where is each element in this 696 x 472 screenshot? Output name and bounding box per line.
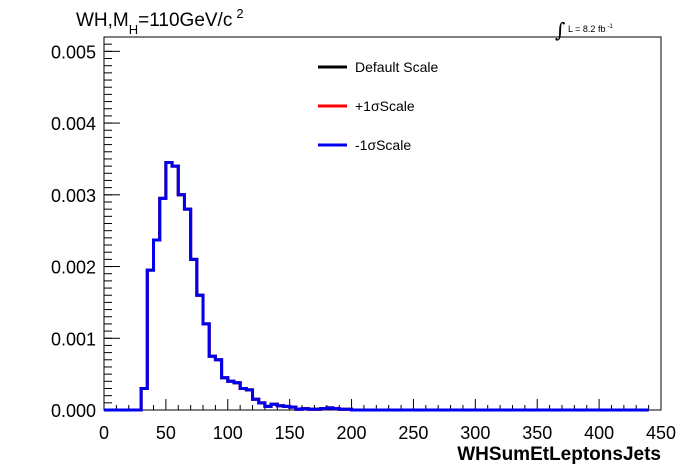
x-tick-label: 300: [460, 423, 490, 443]
lumi-label: L = 8.2 fb -1: [568, 24, 613, 34]
x-axis-label: WHSumEtLeptonsJets: [457, 444, 661, 465]
legend-label-minus: -1σScale: [355, 137, 411, 153]
y-tick-label: 0.003: [51, 186, 96, 206]
series-layer: [104, 161, 649, 412]
title-prefix: WH,M: [76, 10, 129, 31]
plot-frame: [103, 36, 662, 411]
title-superscript: 2: [236, 6, 243, 21]
y-tick-label: 0.000: [51, 401, 96, 421]
y-tick-label: 0.002: [51, 258, 96, 278]
y-tick-label: 0.004: [51, 114, 96, 134]
axes: 0 50 100 150 200 250 300 350 400 450 0.000 0.001 0.0…: [51, 36, 676, 443]
legend-label-default: Default Scale: [355, 59, 438, 75]
y-tick-label: 0.001: [51, 329, 96, 349]
x-tick-label: 250: [398, 423, 428, 443]
title-subscript: H: [129, 22, 138, 37]
lumi-integral-symbol: ∫: [555, 18, 565, 42]
x-tick-label: 150: [275, 423, 305, 443]
x-tick-label: 200: [337, 423, 367, 443]
x-tick-label: 100: [213, 423, 243, 443]
x-tick-label: 450: [646, 423, 676, 443]
legend: Default Scale +1σScale -1σScale: [318, 59, 438, 153]
legend-label-plus: +1σScale: [355, 98, 415, 114]
x-tick-label: 400: [584, 423, 614, 443]
x-tick-label: 50: [156, 423, 176, 443]
lumi-superscript: -1: [607, 24, 613, 30]
lumi-value: L = 8.2 fb: [568, 24, 605, 34]
series-line-2: [104, 161, 649, 412]
x-tick-label: 350: [522, 423, 552, 443]
y-tick-label: 0.005: [51, 42, 96, 62]
x-tick-label: 0: [99, 423, 109, 443]
chart-title: WH,MH=110GeV/c 2: [76, 6, 244, 37]
title-suffix: =110GeV/c: [138, 10, 232, 31]
